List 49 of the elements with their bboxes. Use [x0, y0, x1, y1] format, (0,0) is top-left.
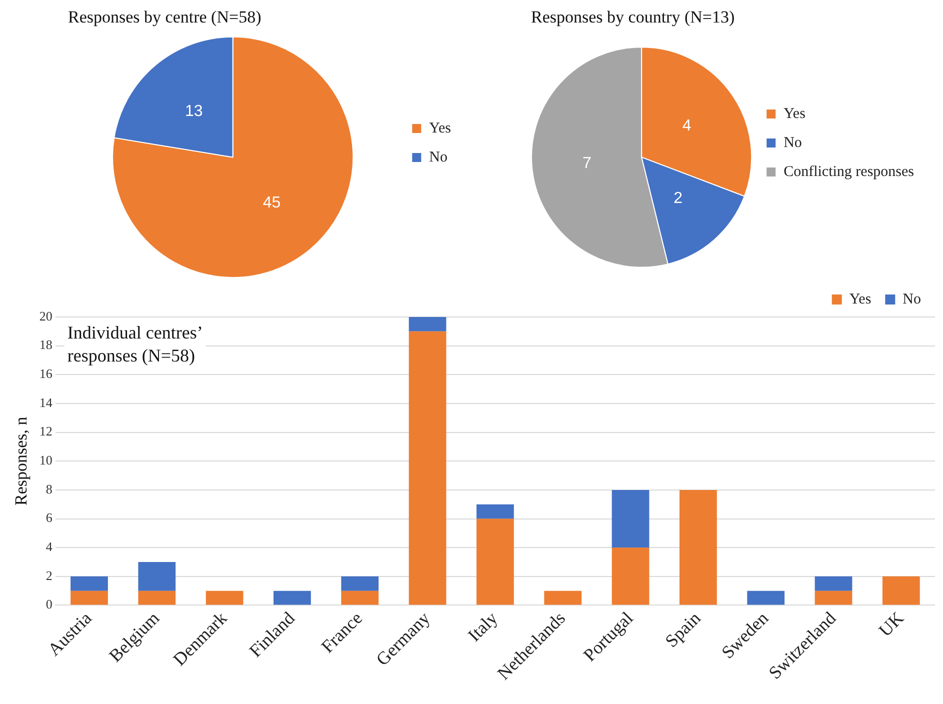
bar	[408, 317, 446, 332]
data-label: 13	[185, 102, 203, 120]
bar	[882, 576, 920, 605]
bar	[70, 576, 108, 591]
y-tick-label: 2	[46, 568, 52, 583]
bar	[274, 590, 311, 605]
bar	[814, 590, 852, 605]
chart-title: Responses by country (N=13)	[531, 8, 735, 27]
bar	[476, 518, 514, 605]
y-tick-label: 4	[46, 539, 53, 554]
bar	[341, 590, 379, 605]
data-label: 45	[262, 194, 281, 212]
y-tick-label: 12	[39, 424, 52, 439]
legend-label: Yes	[784, 106, 806, 122]
y-tick-label: 18	[39, 337, 52, 352]
y-tick-label: 0	[46, 596, 52, 612]
bar	[206, 590, 244, 605]
bar	[341, 576, 379, 591]
bar	[544, 590, 582, 605]
annotation: Individual centres’ responses (N=58)	[67, 322, 203, 366]
y-tick-label: 6	[46, 510, 53, 526]
bar	[612, 548, 650, 605]
y-tick-label: 20	[39, 308, 52, 324]
legend-label: Conflicting responses	[784, 164, 914, 180]
data-label: 2	[674, 190, 683, 207]
y-tick-label: 10	[39, 452, 52, 468]
bar	[679, 490, 717, 605]
bar	[476, 504, 514, 519]
x-tick-label: Italy	[464, 608, 502, 646]
legend-label: No	[902, 291, 922, 308]
bar	[814, 576, 852, 591]
data-label: 7	[582, 155, 592, 172]
y-axis-title: Responses, n	[12, 416, 31, 506]
legend-label: No	[429, 149, 448, 166]
legend-label: Yes	[849, 291, 872, 308]
y-tick-label: 8	[46, 481, 52, 496]
bar	[747, 590, 785, 605]
legend-label: No	[784, 134, 802, 151]
data-label: 4	[682, 117, 692, 134]
chart-title: Responses by centre (N=58)	[68, 8, 262, 27]
y-tick-label: 14	[39, 394, 53, 410]
bar	[138, 590, 176, 605]
bar	[408, 331, 446, 605]
x-tick-label: UK	[874, 608, 908, 640]
legend-label: Yes	[429, 120, 452, 136]
bar	[612, 490, 650, 548]
bar	[70, 590, 108, 605]
y-tick-label: 16	[39, 366, 53, 382]
bar	[138, 562, 176, 591]
